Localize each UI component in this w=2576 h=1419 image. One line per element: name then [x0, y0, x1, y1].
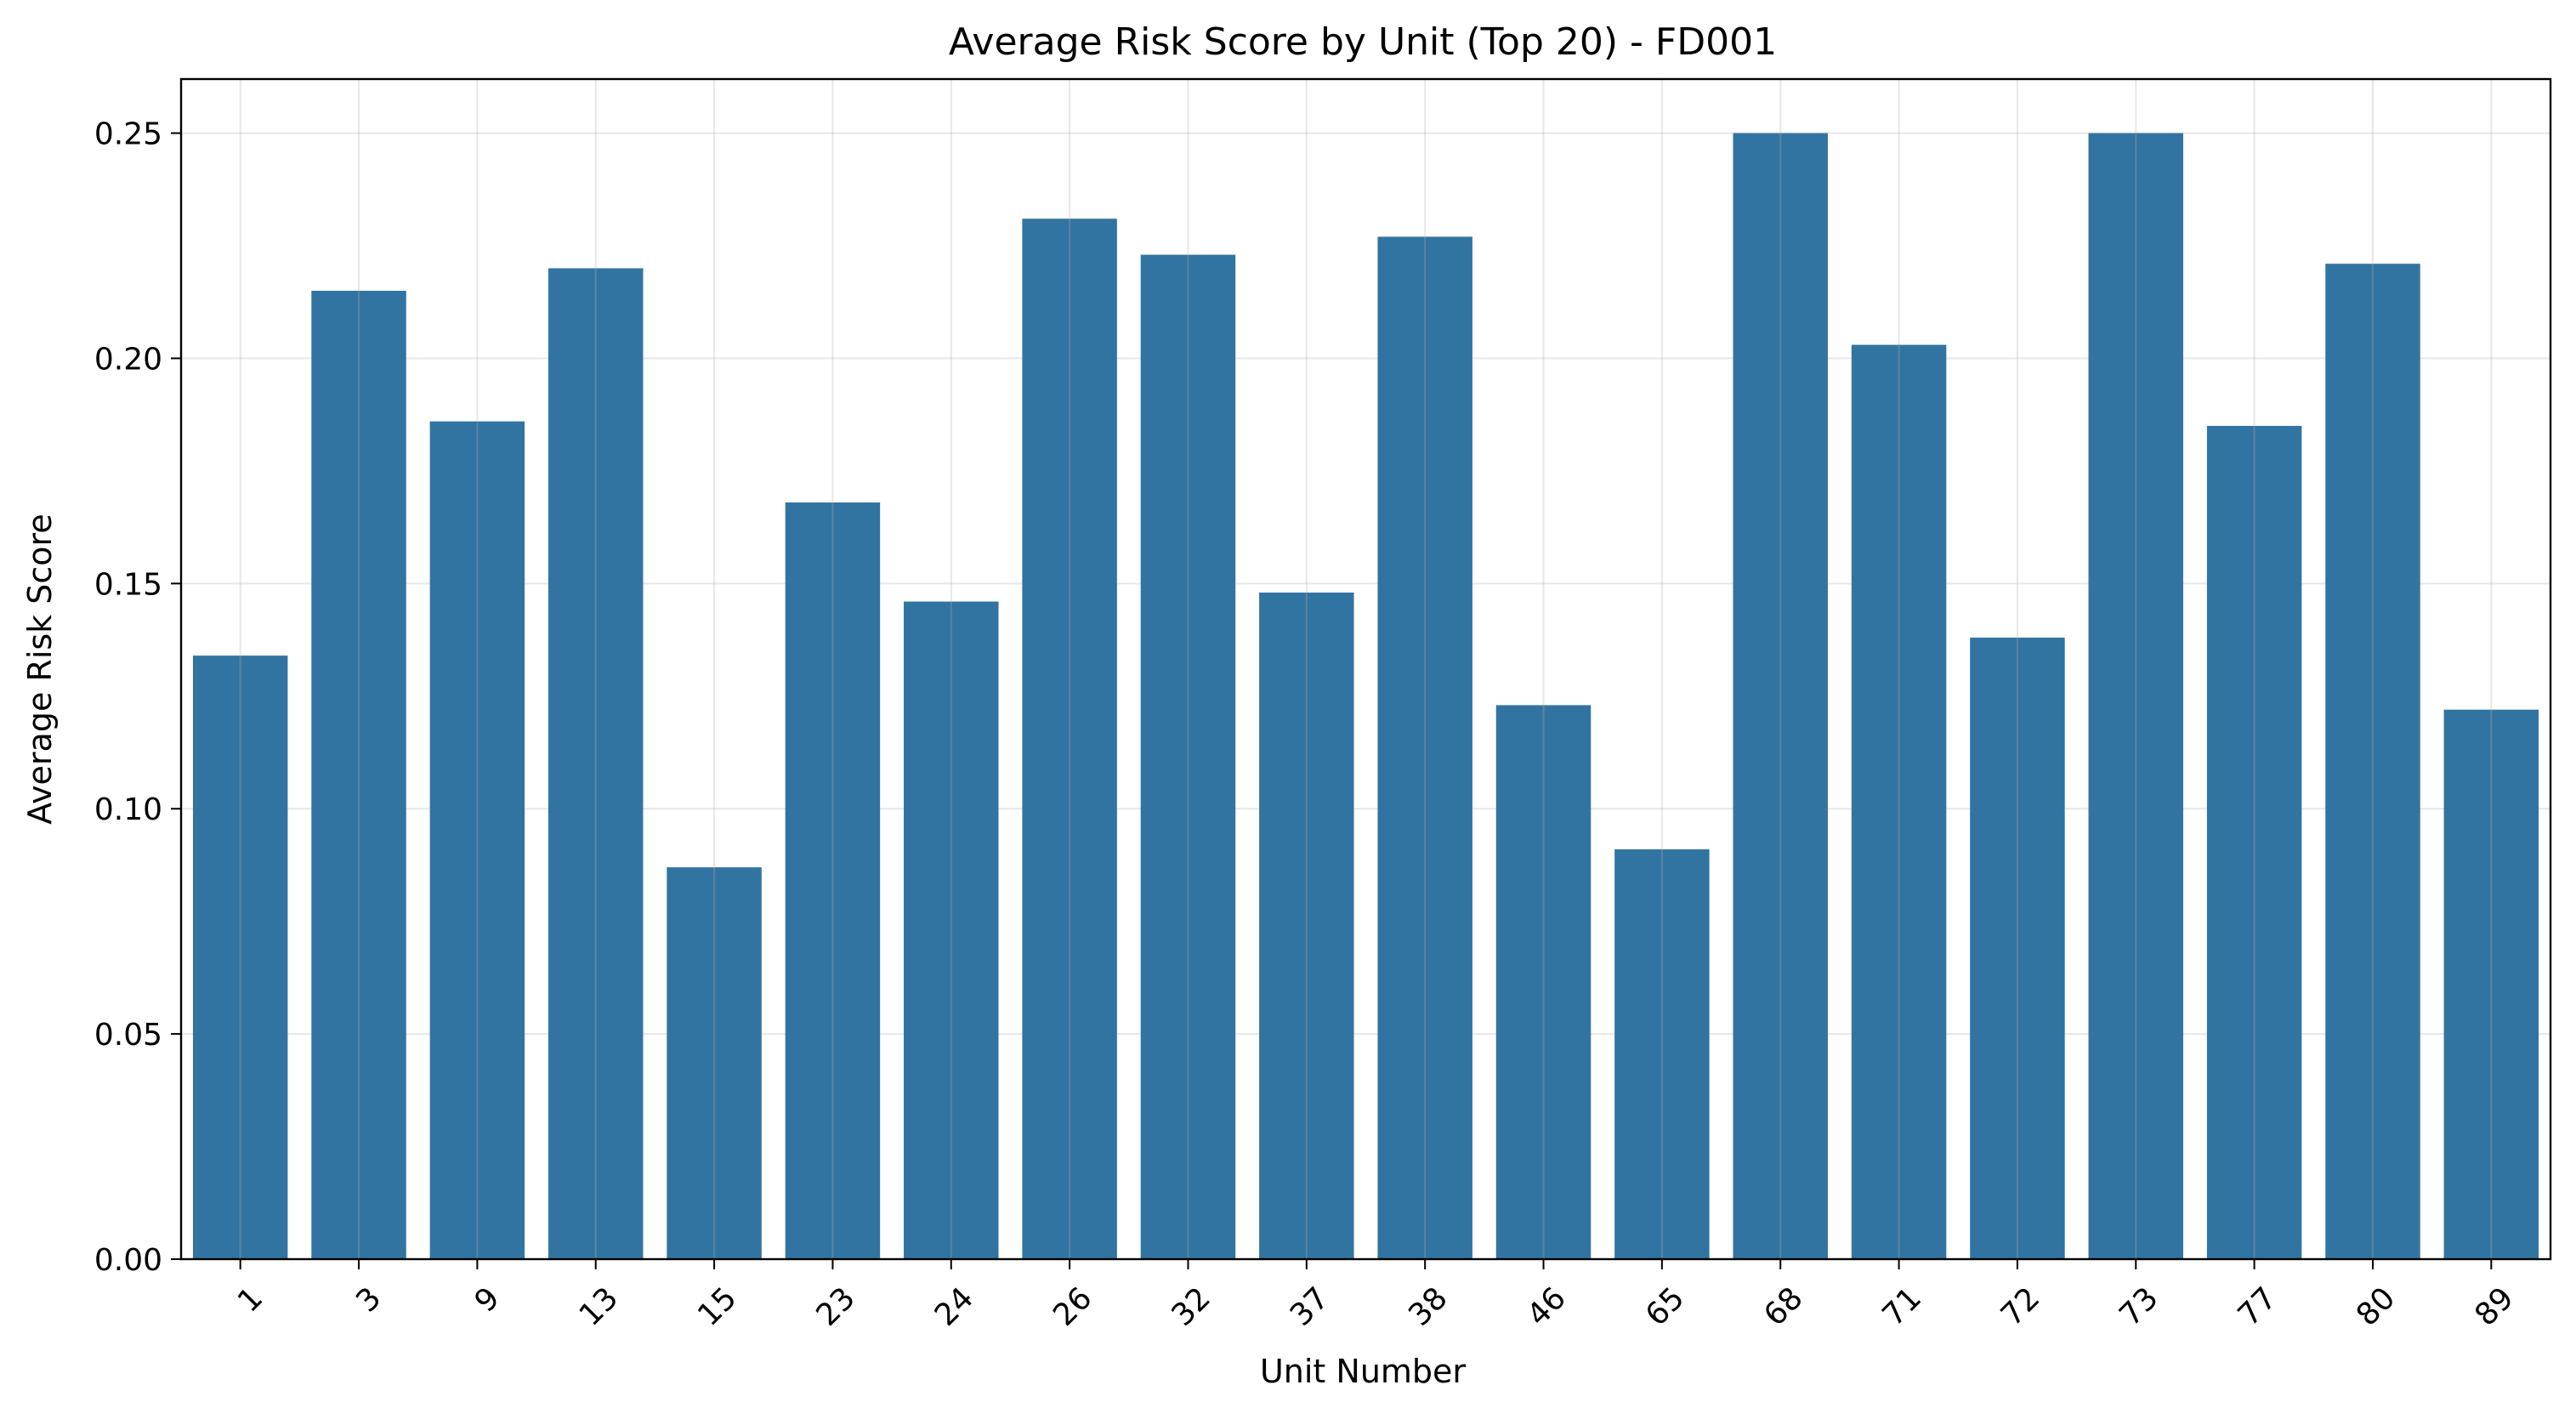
plot-frame — [179, 77, 2552, 1261]
bar-unit-77 — [2206, 425, 2302, 1259]
bar-unit-32 — [1140, 254, 1236, 1259]
y-tick-label: 0.15 — [94, 567, 162, 602]
bar-unit-71 — [1851, 344, 1947, 1259]
bar-unit-23 — [785, 502, 881, 1259]
bar-unit-26 — [1022, 219, 1117, 1259]
bar-unit-80 — [2325, 264, 2420, 1260]
bar-unit-13 — [548, 268, 644, 1260]
y-tick-label: 0.10 — [94, 792, 162, 827]
bar-unit-9 — [429, 421, 525, 1259]
chart-title: Average Risk Score by Unit (Top 20) - FD… — [949, 20, 1777, 64]
bar-unit-46 — [1495, 705, 1592, 1259]
bar-unit-15 — [667, 867, 762, 1259]
y-tick-label: 0.00 — [94, 1243, 162, 1278]
y-tick-label: 0.25 — [94, 117, 162, 152]
bar-unit-73 — [2088, 133, 2184, 1260]
y-tick-label: 0.20 — [94, 342, 162, 377]
bar-unit-3 — [311, 290, 406, 1259]
y-axis-label: Average Risk Score — [21, 514, 59, 824]
bar-unit-37 — [1259, 592, 1354, 1259]
bar-unit-1 — [192, 656, 288, 1259]
bar-unit-68 — [1733, 133, 1828, 1260]
y-tick-label: 0.05 — [94, 1018, 162, 1053]
bar-unit-89 — [2443, 709, 2539, 1259]
bar-unit-72 — [1970, 637, 2065, 1259]
bar-unit-65 — [1614, 849, 1710, 1259]
y-axis-ticks: 0.00 0.05 0.10 0.15 0.20 0.25 — [94, 117, 181, 1278]
vertical-grid-lines — [239, 79, 2493, 1259]
bar-unit-38 — [1377, 236, 1472, 1259]
bars — [192, 133, 2539, 1260]
x-axis-label: Unit Number — [1260, 1353, 1466, 1390]
bar-unit-24 — [904, 601, 999, 1259]
